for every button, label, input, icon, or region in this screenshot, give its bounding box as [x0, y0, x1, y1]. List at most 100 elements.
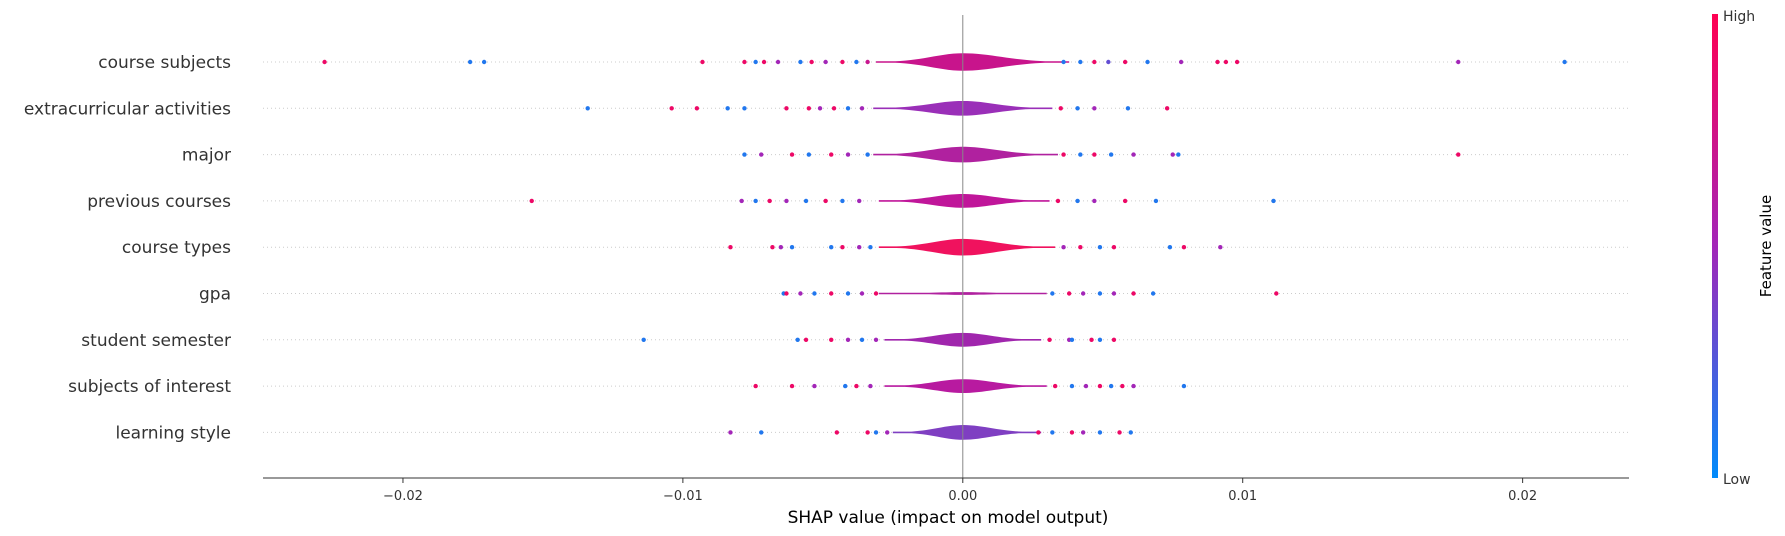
shap-point: [843, 383, 848, 389]
feature-row: major: [182, 146, 1629, 166]
shap-point: [806, 106, 812, 111]
shap-point: [845, 291, 851, 296]
shap-point: [857, 245, 862, 250]
shap-point: [1274, 291, 1279, 296]
shap-point: [1075, 106, 1080, 111]
shap-point: [806, 152, 812, 157]
shap-point: [1080, 430, 1086, 435]
shap-point: [481, 59, 487, 65]
shap-point: [1108, 152, 1114, 157]
shap-point: [873, 430, 879, 435]
shap-point: [1111, 337, 1117, 342]
feature-row: student semester: [81, 331, 1629, 351]
shap-point: [529, 198, 534, 204]
shap-point: [322, 59, 327, 65]
shap-point: [1106, 59, 1111, 65]
shap-point: [742, 59, 747, 65]
shap-point: [1058, 106, 1063, 111]
shap-point: [742, 106, 747, 111]
shap-point: [1066, 291, 1072, 296]
shap-point: [798, 291, 803, 296]
shap-point: [789, 383, 795, 389]
shap-point: [1456, 152, 1461, 157]
shap-point: [1092, 152, 1097, 157]
shap-point: [770, 245, 775, 250]
shap-point: [669, 106, 674, 111]
feature-label: student semester: [81, 331, 231, 351]
shap-point: [775, 59, 781, 65]
shap-point: [467, 59, 473, 65]
shap-point: [1050, 430, 1055, 435]
shap-point: [829, 291, 834, 296]
shap-point: [784, 198, 789, 204]
shap-point: [753, 383, 758, 389]
shap-point: [1089, 337, 1094, 342]
feature-row: learning style: [115, 423, 1629, 443]
x-tick-label: 0.01: [1228, 489, 1257, 504]
shap-point: [854, 59, 859, 65]
shap-point: [789, 245, 795, 250]
shap-point: [725, 106, 730, 111]
violin-shape: [876, 53, 1070, 71]
violin-shape: [878, 238, 1056, 256]
shap-point: [1125, 106, 1131, 111]
x-tick-label: −0.02: [383, 489, 423, 504]
shap-point: [829, 337, 834, 342]
shap-point: [739, 198, 744, 204]
shap-point: [865, 430, 870, 435]
feature-rows: course subjects extracurricular activitie…: [24, 53, 1629, 443]
shap-point: [1153, 198, 1159, 204]
shap-point: [759, 430, 764, 435]
feature-label: gpa: [199, 285, 231, 305]
shap-point: [1080, 291, 1086, 296]
shap-point: [641, 337, 646, 342]
shap-point: [700, 59, 705, 65]
shap-point: [865, 152, 870, 157]
shap-point: [873, 337, 879, 342]
violin-shape: [884, 379, 1047, 393]
feature-row: subjects of interest: [68, 377, 1629, 397]
shap-point: [845, 106, 851, 111]
feature-label: learning style: [115, 423, 231, 443]
colorbar: High Low Feature value: [1712, 9, 1775, 488]
shap-point: [1218, 245, 1223, 250]
shap-point: [1069, 430, 1075, 435]
shap-point: [831, 106, 837, 111]
shap-point: [1111, 245, 1117, 250]
shap-point: [812, 383, 817, 389]
shap-point: [803, 198, 809, 204]
shap-point: [1092, 106, 1097, 111]
shap-point: [585, 106, 590, 111]
x-tick-label: 0.02: [1508, 489, 1537, 504]
shap-point: [1036, 430, 1041, 435]
shap-point: [798, 59, 803, 65]
shap-point: [845, 152, 851, 157]
shap-point: [817, 106, 823, 111]
x-axis: −0.02 −0.01 0.00 0.01 0.02: [263, 477, 1629, 504]
feature-label: previous courses: [87, 192, 231, 212]
shap-point: [753, 198, 758, 204]
shap-point: [1176, 152, 1181, 157]
shap-point: [784, 291, 789, 296]
x-axis-title: SHAP value (impact on model output): [788, 508, 1109, 528]
shap-point: [1069, 383, 1075, 389]
shap-point: [885, 430, 890, 435]
feature-label: course types: [122, 238, 231, 258]
shap-point: [1215, 59, 1220, 65]
shap-point: [778, 245, 784, 250]
shap-point: [840, 245, 845, 250]
violin-shape: [878, 194, 1050, 208]
shap-point: [1164, 106, 1170, 111]
shap-point: [1131, 291, 1136, 296]
colorbar-low-label: Low: [1723, 472, 1751, 488]
shap-point: [868, 245, 873, 250]
shap-point: [1069, 337, 1075, 342]
shap-point: [1128, 430, 1133, 435]
shap-point: [823, 59, 828, 65]
colorbar-high-label: High: [1723, 9, 1755, 25]
shap-point: [803, 337, 809, 342]
shap-point: [859, 106, 865, 111]
shap-point: [1181, 245, 1187, 250]
shap-point: [694, 106, 700, 111]
